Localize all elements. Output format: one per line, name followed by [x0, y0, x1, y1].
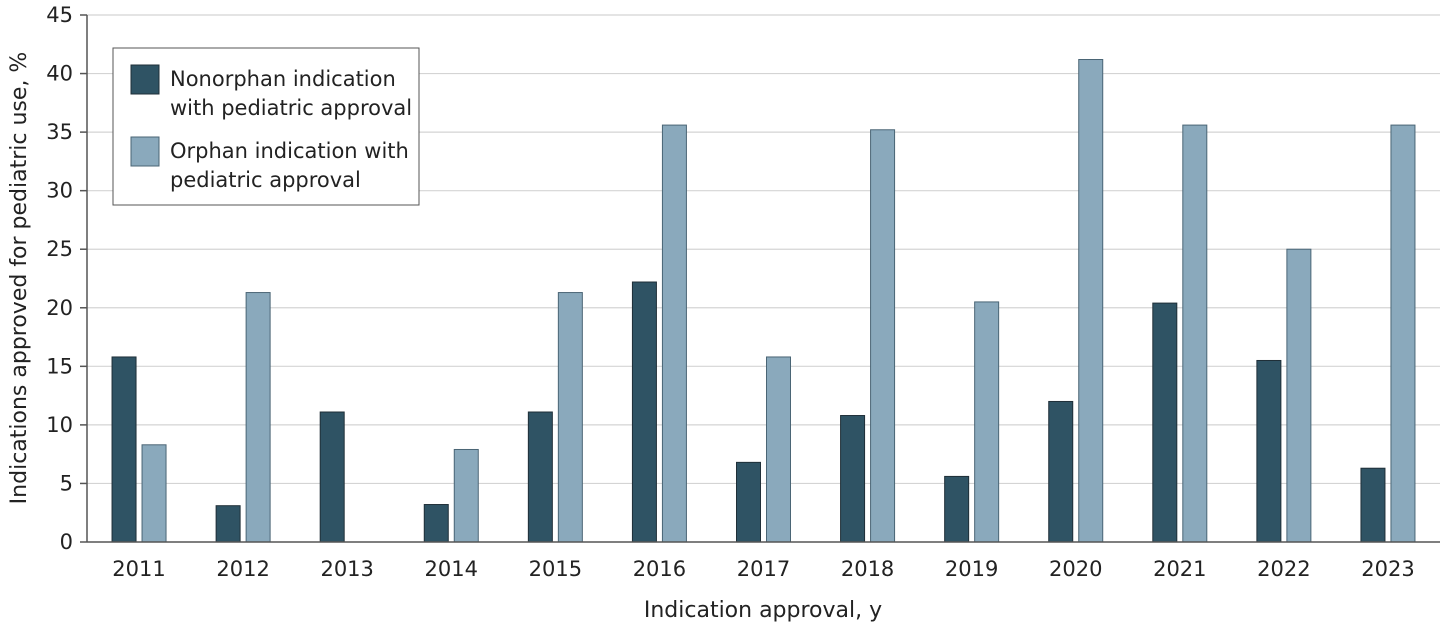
bar-nonorphan-2021: [1152, 302, 1178, 543]
y-tick-label: 35: [46, 120, 73, 144]
y-axis-title: Indications approved for pediatric use, …: [7, 52, 32, 505]
bar-nonorphan-2015: [527, 411, 553, 543]
bar-nonorphan-2016: [631, 281, 657, 543]
y-tick-label: 15: [46, 354, 73, 378]
y-tick-label: 25: [46, 237, 73, 261]
bar-orphan-2012: [245, 292, 271, 543]
x-tick-label: 2020: [1049, 557, 1102, 581]
bar-orphan-2014: [453, 448, 479, 543]
y-tick-label: 45: [46, 3, 73, 27]
legend-swatch-orphan: [130, 136, 160, 167]
bar-nonorphan-2023: [1360, 467, 1386, 543]
legend-label-orphan: Orphan indication with: [170, 139, 409, 163]
x-axis-title: Indication approval, y: [644, 598, 882, 623]
legend-label-orphan-line2: pediatric approval: [170, 168, 361, 192]
bar-nonorphan-2014: [423, 504, 449, 543]
bars: [111, 59, 1416, 543]
x-tick-label: 2011: [112, 557, 165, 581]
bar-nonorphan-2011: [111, 356, 137, 543]
bar-nonorphan-2018: [840, 415, 866, 543]
x-tick-label: 2016: [633, 557, 686, 581]
x-tick-label: 2013: [320, 557, 373, 581]
bar-orphan-2018: [870, 129, 896, 543]
y-tick-label: 0: [60, 530, 73, 554]
y-tick-label: 30: [46, 179, 73, 203]
legend: Nonorphan indication with pediatric appr…: [112, 47, 420, 206]
y-tick-label: 40: [46, 62, 73, 86]
legend-label-nonorphan: Nonorphan indication: [170, 67, 396, 91]
bar-nonorphan-2022: [1256, 359, 1282, 543]
bar-nonorphan-2020: [1048, 400, 1074, 543]
bar-orphan-2019: [974, 301, 1000, 543]
bar-orphan-2022: [1286, 248, 1312, 543]
y-tick-label: 5: [60, 471, 73, 495]
x-tick-label: 2019: [945, 557, 998, 581]
bar-orphan-2021: [1182, 124, 1208, 543]
x-tick-label: 2017: [737, 557, 790, 581]
bar-nonorphan-2017: [736, 461, 761, 543]
legend-swatch-nonorphan: [130, 64, 160, 95]
bar-nonorphan-2012: [215, 505, 241, 543]
x-tick-label: 2018: [841, 557, 894, 581]
bar-orphan-2015: [557, 292, 583, 543]
axes: [80, 14, 1440, 543]
x-tick-label: 2012: [216, 557, 269, 581]
bar-orphan-2023: [1390, 124, 1416, 543]
bar-nonorphan-2019: [944, 475, 970, 543]
y-tick-label: 20: [46, 296, 73, 320]
bar-nonorphan-2013: [319, 411, 345, 543]
x-tick-label: 2023: [1361, 557, 1414, 581]
x-tick-label: 2022: [1257, 557, 1310, 581]
y-tick-label: 10: [46, 413, 73, 437]
x-tick-labels: 2011 2012 2013 2014 2015 2016 2017 2018 2019 2020…: [112, 557, 1414, 581]
x-tick-label: 2021: [1153, 557, 1206, 581]
bar-orphan-2016: [661, 124, 687, 543]
x-tick-label: 2014: [425, 557, 478, 581]
bar-orphan-2011: [141, 444, 167, 543]
bar-orphan-2020: [1078, 59, 1104, 543]
legend-frame: [112, 47, 420, 206]
bar-orphan-2017: [766, 356, 791, 543]
x-tick-label: 2015: [529, 557, 582, 581]
y-tick-labels: 0 5 10 15 20 25 30 35 40 45: [46, 3, 73, 554]
legend-label-nonorphan-line2: with pediatric approval: [170, 96, 412, 120]
